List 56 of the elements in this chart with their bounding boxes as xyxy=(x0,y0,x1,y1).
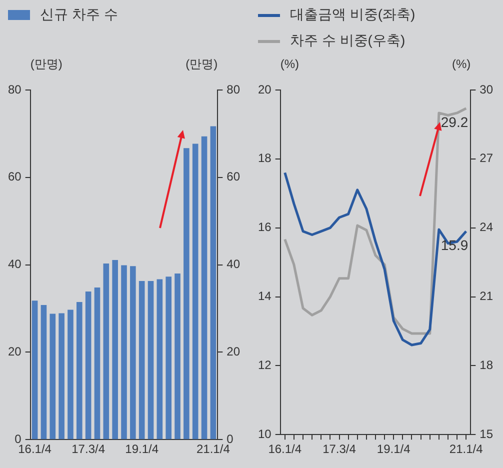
bar xyxy=(156,279,163,440)
data-label: 29.2 xyxy=(440,114,468,130)
y-tick-label: 14 xyxy=(258,289,272,304)
bar xyxy=(121,265,127,440)
bar xyxy=(40,305,47,440)
x-tick-label: 19.1/4 xyxy=(376,442,411,456)
y2-tick-label: 40 xyxy=(226,257,240,272)
y2-tick-label: 30 xyxy=(480,82,494,96)
y2-tick-label: 60 xyxy=(226,170,240,184)
x-tick-label: 19.1/4 xyxy=(125,442,159,456)
y2-tick-label: 80 xyxy=(226,82,240,96)
bar xyxy=(32,300,38,440)
x-tick-label: 16.1/4 xyxy=(268,442,302,456)
bar xyxy=(103,263,110,440)
y-tick-label: 40 xyxy=(8,257,22,272)
legend-label: 대출금액 비중(좌축) xyxy=(290,6,416,24)
bar xyxy=(85,291,92,440)
y2-tick-label: 24 xyxy=(480,220,494,234)
bar xyxy=(112,260,118,440)
y2-tick-label: 15 xyxy=(480,426,494,441)
y-tick-label: 20 xyxy=(258,82,272,96)
y-axis-title: (%) xyxy=(280,57,300,71)
x-tick-label: 21.1/4 xyxy=(449,442,484,456)
y-tick-label: 10 xyxy=(258,426,272,441)
y2-tick-label: 20 xyxy=(226,344,240,359)
bar xyxy=(174,274,180,440)
data-label: 15.9 xyxy=(440,237,468,254)
bar xyxy=(201,136,208,440)
y2-axis-title: (%) xyxy=(452,57,471,71)
x-tick-label: 17.3/4 xyxy=(72,442,106,456)
bar xyxy=(94,288,100,440)
bar xyxy=(130,266,136,440)
bar xyxy=(210,126,216,440)
y-tick-label: 20 xyxy=(8,344,22,359)
bar xyxy=(138,280,145,440)
y2-tick-label: 21 xyxy=(480,289,494,304)
bar xyxy=(50,314,56,440)
y-tick-label: 80 xyxy=(8,82,22,96)
y-tick-label: 18 xyxy=(258,151,272,166)
legend-label: 신규 차주 수 xyxy=(40,6,118,24)
bar xyxy=(184,148,190,440)
legend-label: 차주 수 비중(우축) xyxy=(290,32,406,50)
bar xyxy=(192,144,198,440)
y2-tick-label: 27 xyxy=(480,151,494,166)
x-tick-label: 17.3/4 xyxy=(322,442,356,456)
bar xyxy=(166,276,172,440)
y-tick-label: 16 xyxy=(258,220,272,234)
y2-axis-title: (만명) xyxy=(186,57,218,71)
bar xyxy=(148,280,154,440)
bar xyxy=(76,302,82,440)
bar xyxy=(68,310,74,440)
y2-tick-label: 18 xyxy=(480,358,494,372)
bar xyxy=(58,313,64,440)
y-tick-label: 12 xyxy=(258,358,272,372)
y-axis-title: (만명) xyxy=(30,57,62,71)
y-tick-label: 60 xyxy=(8,170,22,184)
